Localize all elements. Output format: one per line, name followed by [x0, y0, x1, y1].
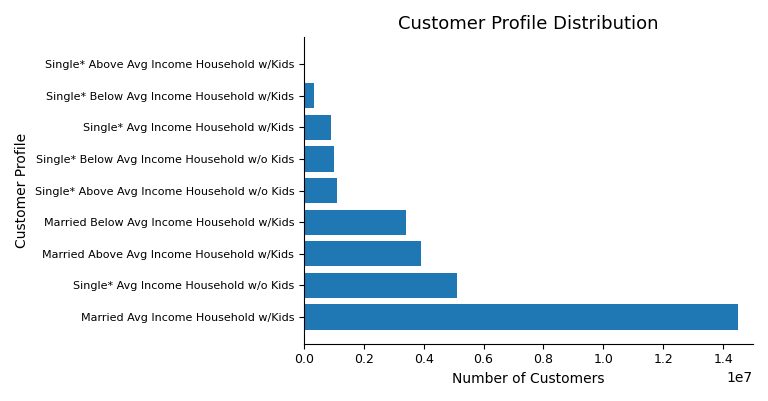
Bar [304, 304, 738, 330]
Y-axis label: Customer Profile: Customer Profile [15, 133, 29, 248]
Bar [304, 51, 306, 77]
Bar [304, 209, 406, 235]
Bar [304, 115, 331, 140]
Bar [304, 146, 334, 172]
Bar [304, 178, 337, 203]
Bar [304, 241, 421, 267]
Bar [304, 273, 457, 298]
X-axis label: Number of Customers: Number of Customers [452, 372, 604, 386]
Bar [304, 83, 314, 108]
Title: Customer Profile Distribution: Customer Profile Distribution [398, 15, 659, 33]
